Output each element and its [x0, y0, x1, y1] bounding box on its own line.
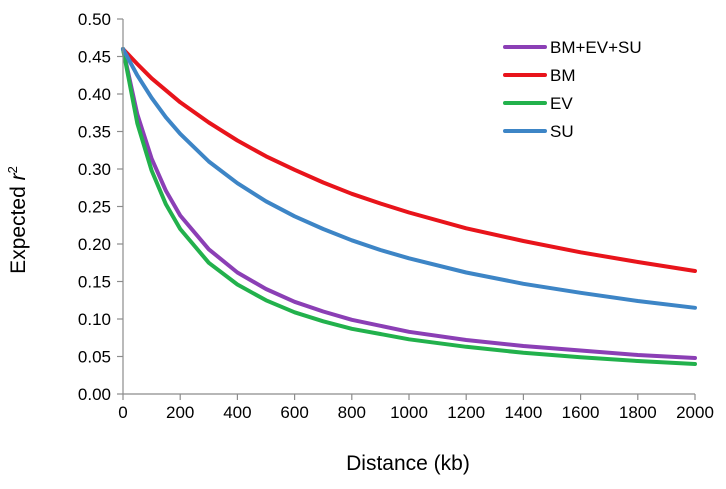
legend-label-bm-ev-su: BM+EV+SU: [550, 38, 642, 57]
series-line-bm: [121, 47, 697, 273]
x-tick-label: 1400: [504, 403, 542, 422]
y-tick-label: 0.45: [78, 48, 111, 67]
y-tick-label: 0.20: [78, 235, 111, 254]
y-tick-label: 0.00: [78, 385, 111, 404]
legend-label-su: SU: [550, 122, 574, 141]
legend-label-bm: BM: [550, 66, 576, 85]
y-axis-title-text: Expected: [7, 180, 30, 273]
y-axis-title-superscript: 2: [5, 166, 20, 173]
legend-label-ev: EV: [550, 94, 573, 113]
x-tick-label: 1600: [562, 403, 600, 422]
y-tick-label: 0.40: [78, 85, 111, 104]
y-tick-label: 0.10: [78, 310, 111, 329]
y-tick-label: 0.35: [78, 123, 111, 142]
x-tick-label: 1000: [390, 403, 428, 422]
series-line-su: [121, 47, 697, 310]
y-axis-title-variable: r: [7, 172, 30, 180]
x-tick-label: 2000: [676, 403, 714, 422]
y-tick-label: 0.05: [78, 348, 111, 367]
legend: BM+EV+SU BM EV SU: [503, 38, 642, 141]
y-tick-label: 0.15: [78, 273, 111, 292]
series-line-ev: [121, 47, 697, 366]
x-tick-label: 0: [118, 403, 127, 422]
y-tick-label: 0.25: [78, 198, 111, 217]
y-tick-label: 0.50: [78, 10, 111, 29]
x-tick-label: 400: [223, 403, 251, 422]
y-axis-title: Expected r2: [5, 166, 30, 274]
series-lines: [121, 47, 697, 366]
x-tick-label: 600: [280, 403, 308, 422]
x-tick-label: 1200: [447, 403, 485, 422]
x-tick-label: 800: [338, 403, 366, 422]
axes: [122, 19, 695, 395]
y-axis-ticks: 0.00 0.05 0.10 0.15 0.20 0.25 0.30 0.35 0.40 0.45…: [78, 10, 123, 404]
x-axis-ticks: 0 200 400 600 800 1000 1200 1400 1600 1800 2000: [118, 394, 714, 422]
series-line-bm-ev-su: [121, 47, 697, 360]
x-tick-label: 1800: [619, 403, 657, 422]
x-axis-title: Distance (kb): [346, 452, 470, 475]
y-tick-label: 0.30: [78, 160, 111, 179]
x-tick-label: 200: [166, 403, 194, 422]
